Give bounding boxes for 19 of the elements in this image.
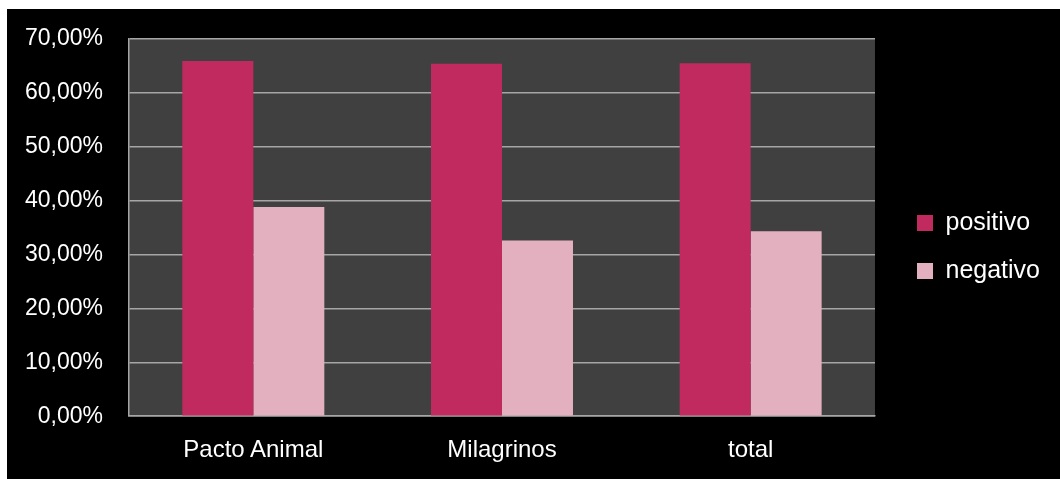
y-tick-label: 0,00% xyxy=(37,401,104,428)
bar xyxy=(182,61,254,416)
y-tick-label: 20,00% xyxy=(24,293,104,320)
x-tick-label: Pacto Animal xyxy=(183,435,324,463)
bar xyxy=(750,231,822,416)
legend-label: negativo xyxy=(945,254,1041,283)
x-tick-label: Milagrinos xyxy=(447,435,557,463)
y-tick-label: 10,00% xyxy=(24,347,104,374)
bar xyxy=(501,240,573,416)
x-tick-label: total xyxy=(727,435,774,463)
y-tick-label: 30,00% xyxy=(24,239,104,266)
y-tick-label: 40,00% xyxy=(24,186,104,212)
bar xyxy=(253,207,325,416)
legend-label: positivo xyxy=(945,206,1031,235)
y-tick-label: 60,00% xyxy=(24,78,104,105)
y-tick-label: 50,00% xyxy=(24,132,104,159)
bar xyxy=(679,63,751,416)
y-tick-label: 70,00% xyxy=(24,24,104,51)
bar xyxy=(431,63,502,416)
